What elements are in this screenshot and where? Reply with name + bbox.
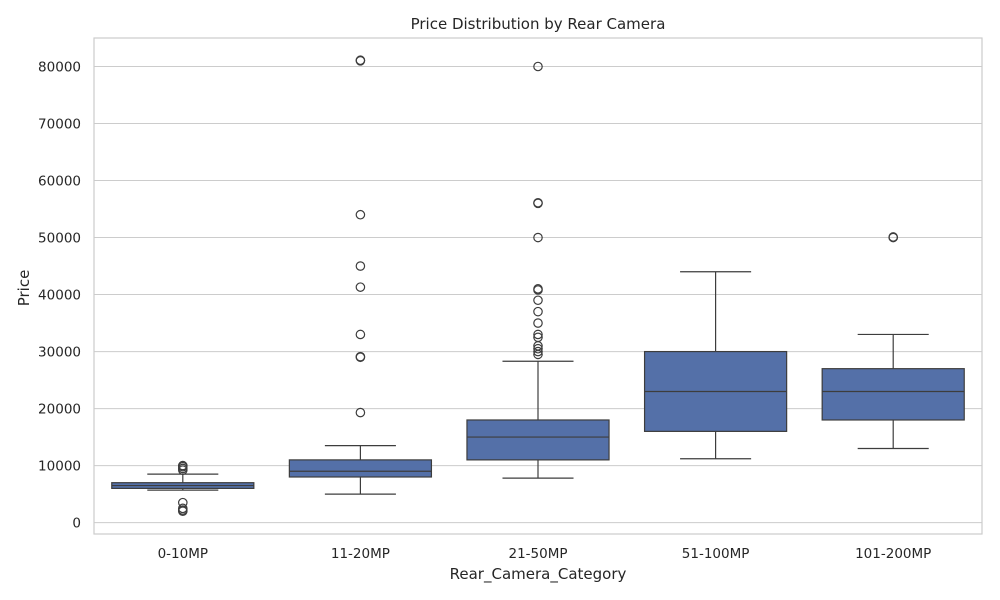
x-tick-label: 51-100MP bbox=[682, 546, 750, 562]
outlier-point bbox=[533, 329, 543, 340]
outlier-point bbox=[888, 232, 898, 242]
y-tick-label: 70000 bbox=[38, 117, 81, 133]
outlier-point bbox=[533, 61, 543, 72]
outlier-point bbox=[355, 282, 366, 292]
x-axis-label: Rear_Camera_Category bbox=[450, 565, 627, 584]
box-group bbox=[643, 271, 788, 460]
outlier-point bbox=[533, 232, 543, 243]
outlier-point bbox=[178, 460, 188, 471]
outlier-point bbox=[533, 295, 543, 306]
y-tick-label: 0 bbox=[72, 516, 81, 532]
iqr-box bbox=[288, 459, 433, 478]
outlier-point bbox=[533, 332, 543, 343]
y-tick-label: 20000 bbox=[38, 402, 81, 418]
box-group bbox=[111, 460, 255, 516]
outlier-point bbox=[533, 343, 543, 354]
y-tick-label: 10000 bbox=[38, 459, 81, 475]
box-group bbox=[466, 61, 610, 479]
x-tick-label: 11-20MP bbox=[331, 546, 390, 562]
y-axis-label: Price bbox=[15, 270, 33, 307]
outlier-point bbox=[355, 329, 366, 340]
outlier-point bbox=[355, 55, 366, 66]
plot-frame bbox=[93, 37, 983, 535]
y-axis-ticks: 0 10000 20000 30000 40000 50000 60000 70000 8000… bbox=[38, 60, 81, 532]
outlier-point bbox=[355, 407, 366, 418]
outlier-point bbox=[355, 209, 366, 220]
x-tick-label: 101-200MP bbox=[855, 546, 931, 562]
outlier-point bbox=[178, 506, 188, 516]
outlier-point bbox=[355, 261, 366, 271]
box-group bbox=[821, 232, 965, 450]
x-tick-label: 0-10MP bbox=[158, 546, 208, 562]
x-tick-label: 21-50MP bbox=[508, 546, 567, 562]
outlier-point bbox=[533, 306, 543, 317]
plot-area bbox=[111, 55, 965, 516]
y-tick-label: 80000 bbox=[38, 60, 81, 76]
chart-title: Price Distribution by Rear Camera bbox=[411, 15, 666, 33]
outlier-point bbox=[355, 351, 366, 362]
y-tick-label: 60000 bbox=[38, 174, 81, 190]
iqr-box bbox=[466, 419, 610, 461]
y-tick-label: 40000 bbox=[38, 288, 81, 304]
x-axis-ticks: 0-10MP 11-20MP 21-50MP 51-100MP 101-200MP bbox=[158, 546, 932, 562]
outlier-point bbox=[533, 197, 543, 208]
box-group bbox=[288, 55, 433, 495]
y-tick-label: 50000 bbox=[38, 231, 81, 247]
outlier-point bbox=[178, 465, 188, 475]
outlier-point bbox=[533, 318, 543, 328]
iqr-box bbox=[821, 368, 965, 421]
outlier-point bbox=[533, 284, 543, 294]
y-tick-label: 30000 bbox=[38, 345, 81, 361]
outlier-point bbox=[533, 346, 543, 357]
